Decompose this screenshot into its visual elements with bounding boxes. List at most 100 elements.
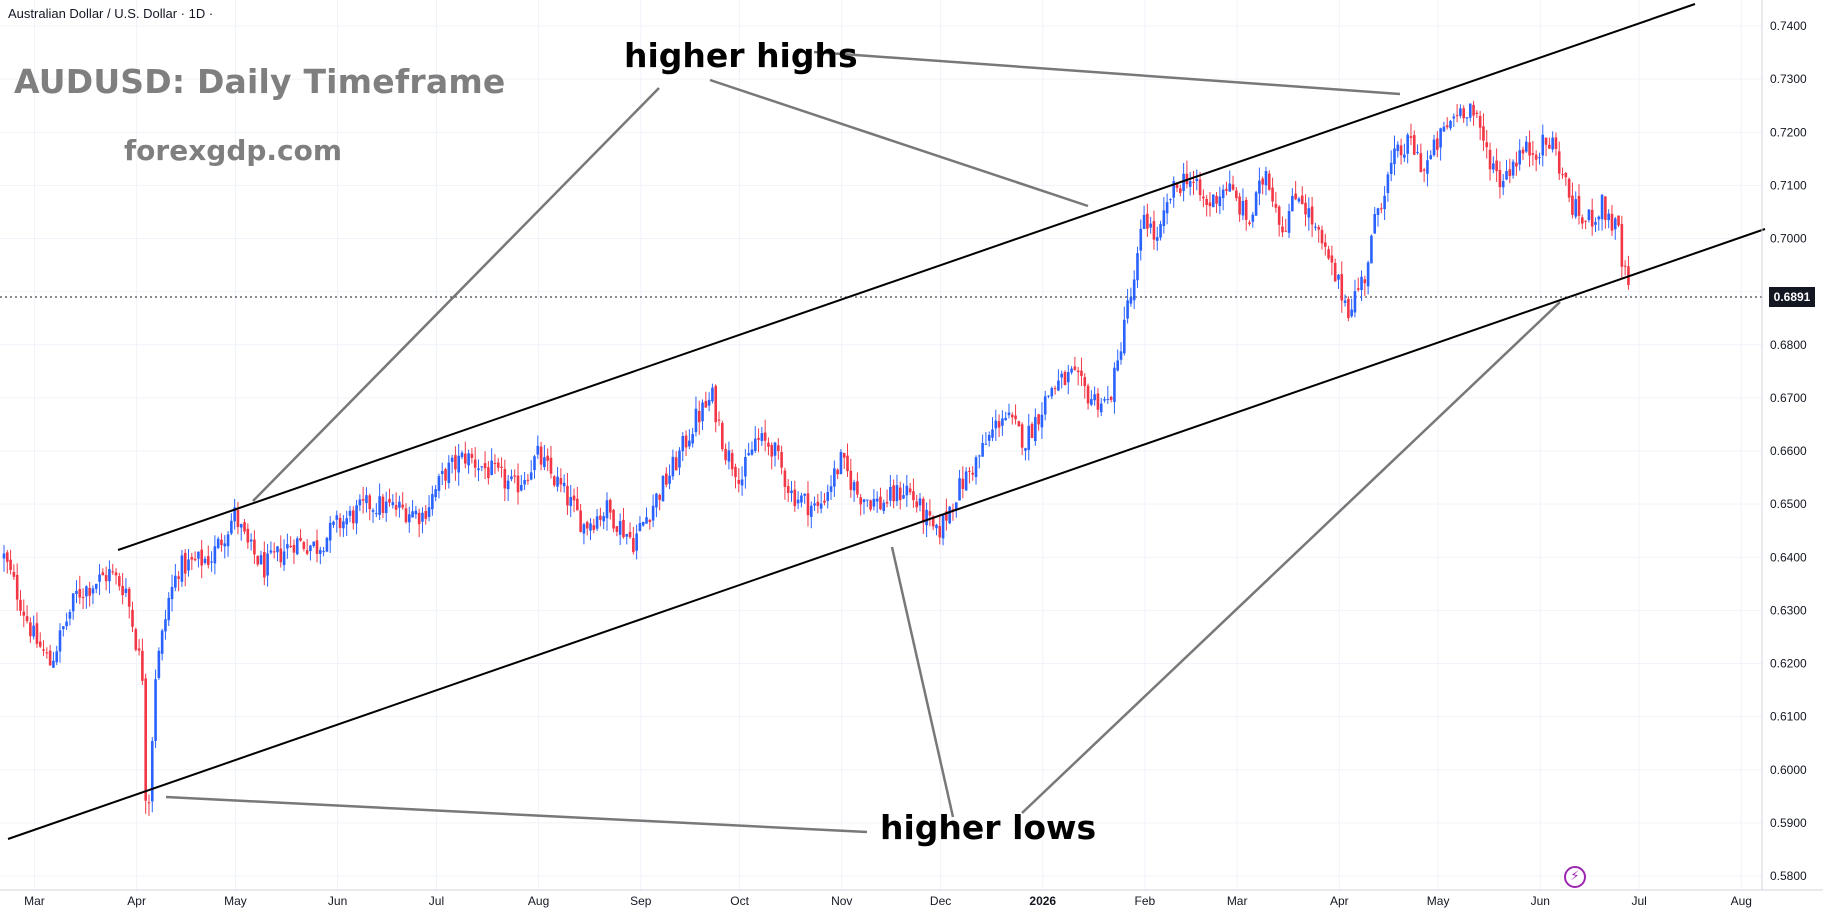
price-tick-label: 0.6500 bbox=[1770, 497, 1807, 511]
lower-channel-line[interactable] bbox=[7, 228, 1766, 840]
candle-body bbox=[1050, 388, 1054, 397]
candle-body bbox=[898, 487, 902, 500]
candle-body bbox=[793, 489, 797, 506]
candle-body bbox=[444, 469, 447, 481]
candle-body bbox=[1620, 224, 1624, 267]
candle-body bbox=[912, 491, 915, 501]
candle-body bbox=[1511, 161, 1515, 176]
candle-body bbox=[503, 468, 507, 489]
candle-body bbox=[1422, 169, 1426, 171]
candle-body bbox=[602, 516, 605, 522]
candle-body bbox=[882, 502, 886, 512]
candle-body bbox=[91, 588, 95, 594]
candle-body bbox=[931, 516, 935, 527]
candle-body bbox=[470, 453, 474, 459]
candle-body bbox=[1393, 148, 1396, 165]
candle-body bbox=[1531, 153, 1535, 155]
symbol-header[interactable]: Australian Dollar / U.S. Dollar · 1D · bbox=[8, 6, 214, 21]
lightning-bolt-icon[interactable]: ⚡ bbox=[1564, 866, 1586, 888]
time-tick-label: Jul bbox=[429, 894, 444, 908]
candle-body bbox=[154, 679, 157, 741]
candle-body bbox=[1274, 203, 1278, 208]
candle-body bbox=[500, 466, 503, 468]
candle-body bbox=[1007, 412, 1011, 416]
candle-body bbox=[572, 495, 576, 501]
time-tick-label: Aug bbox=[1731, 894, 1752, 908]
candle-body bbox=[1066, 372, 1070, 383]
candle-body bbox=[625, 534, 629, 537]
candle-body bbox=[786, 486, 790, 493]
candle-body bbox=[1123, 319, 1126, 354]
candle-body bbox=[1508, 169, 1512, 176]
candle-body bbox=[556, 476, 559, 487]
price-tick-label: 0.7300 bbox=[1770, 72, 1807, 86]
candle-body bbox=[197, 551, 200, 559]
candle-body bbox=[1162, 210, 1166, 227]
candle-body bbox=[1521, 149, 1525, 154]
candle-body bbox=[1030, 423, 1034, 439]
candle-body bbox=[1554, 137, 1558, 149]
candle-body bbox=[605, 500, 609, 519]
candle-body bbox=[691, 433, 694, 444]
candle-body bbox=[256, 555, 260, 565]
candle-body bbox=[118, 576, 121, 587]
candle-body bbox=[164, 619, 167, 632]
candle-body bbox=[361, 499, 365, 501]
candle-body bbox=[1600, 194, 1604, 220]
candle-body bbox=[546, 455, 549, 461]
candle-body bbox=[167, 597, 171, 621]
candle-body bbox=[1277, 206, 1281, 225]
candle-body bbox=[48, 650, 52, 666]
higher-lows-label: higher lows bbox=[880, 808, 1097, 847]
candle-body bbox=[328, 522, 332, 541]
candle-body bbox=[704, 400, 708, 408]
candle-body bbox=[1093, 394, 1096, 401]
candle-body bbox=[309, 545, 312, 552]
candle-body bbox=[460, 452, 464, 458]
candle-body bbox=[365, 495, 368, 504]
candle-body bbox=[1581, 217, 1584, 224]
upper-channel-line[interactable] bbox=[117, 3, 1696, 551]
candle-body bbox=[233, 507, 236, 522]
candle-body bbox=[302, 542, 306, 549]
candle-body bbox=[58, 630, 62, 652]
candle-body bbox=[85, 586, 88, 597]
candle-body bbox=[335, 515, 339, 520]
candle-body bbox=[661, 476, 665, 502]
candle-body bbox=[523, 479, 526, 485]
candle-body bbox=[717, 419, 721, 421]
candle-body bbox=[984, 443, 988, 445]
time-tick-label: Dec bbox=[930, 894, 951, 908]
candle-body bbox=[885, 501, 889, 504]
candle-body bbox=[711, 387, 714, 402]
candle-body bbox=[1429, 155, 1433, 160]
candle-body bbox=[852, 482, 856, 491]
candle-body bbox=[1574, 199, 1578, 217]
candle-body bbox=[648, 519, 652, 522]
candle-body bbox=[1416, 151, 1419, 153]
candle-body bbox=[431, 494, 434, 510]
candle-body bbox=[315, 540, 319, 554]
candle-body bbox=[1248, 222, 1251, 225]
candle-body bbox=[295, 538, 299, 555]
candle-body bbox=[127, 588, 131, 607]
candle-body bbox=[183, 552, 187, 574]
candle-body bbox=[1096, 393, 1100, 410]
candle-body bbox=[253, 539, 256, 555]
candle-body bbox=[259, 555, 263, 565]
candle-body bbox=[1129, 297, 1133, 304]
candle-body bbox=[697, 410, 701, 423]
candle-body bbox=[562, 482, 566, 487]
candle-body bbox=[417, 512, 421, 525]
candle-body bbox=[757, 437, 760, 440]
candle-body bbox=[1221, 189, 1225, 199]
candle-body bbox=[1172, 181, 1176, 198]
candle-body bbox=[622, 519, 625, 538]
candle-body bbox=[1175, 182, 1179, 188]
candle-body bbox=[875, 498, 879, 502]
candle-body bbox=[856, 481, 859, 495]
candle-body bbox=[987, 434, 991, 441]
candle-body bbox=[978, 455, 981, 457]
candle-body bbox=[25, 616, 29, 622]
